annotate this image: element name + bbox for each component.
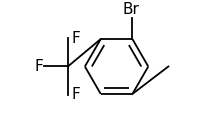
Text: F: F [71,31,80,46]
Text: F: F [71,87,80,102]
Text: F: F [34,59,43,74]
Text: Br: Br [123,2,140,16]
